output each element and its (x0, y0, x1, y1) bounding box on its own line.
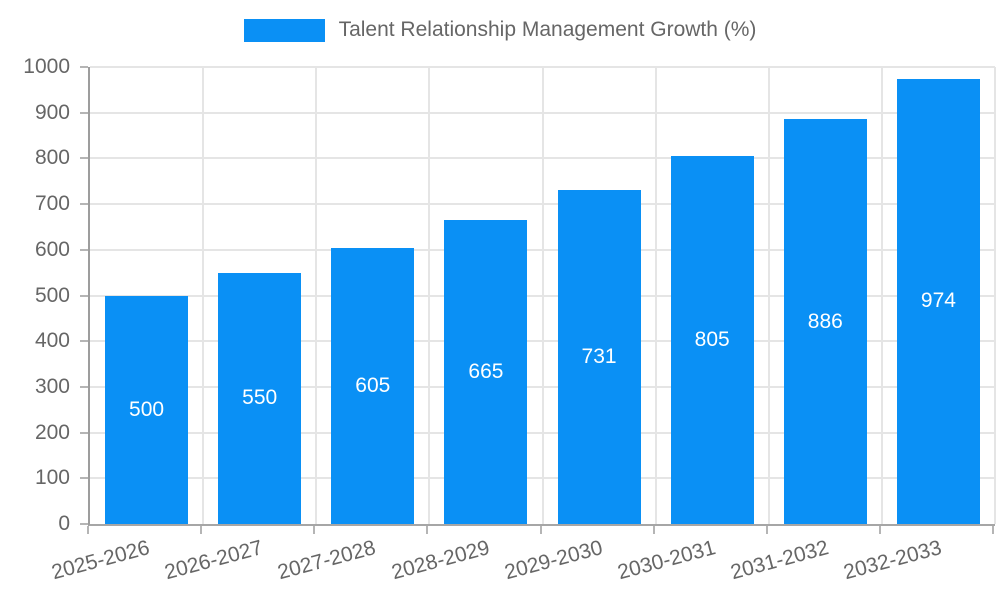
x-tick-label: 2025-2026 (49, 536, 153, 585)
bar-value-label: 550 (242, 386, 278, 410)
y-tick-label: 500 (34, 283, 70, 307)
y-tick (80, 523, 88, 525)
x-tick (539, 526, 542, 534)
x-tick-label: 2026-2027 (162, 536, 266, 585)
x-tick (652, 526, 655, 534)
legend-label: Talent Relationship Management Growth (%… (338, 18, 757, 41)
bar-value-label: 974 (920, 289, 956, 313)
x-tick (878, 526, 881, 534)
x-tick-label: 2028-2029 (388, 536, 492, 585)
bar: 731 (557, 189, 641, 524)
v-gridline (428, 67, 431, 524)
bar: 665 (444, 220, 528, 524)
y-tick (80, 294, 88, 297)
v-gridline (880, 67, 883, 524)
y-tick (80, 248, 88, 251)
y-tick (80, 111, 88, 114)
plot-area: 500 550 605 665 731 805 886 974 (88, 66, 996, 526)
y-tick (80, 385, 88, 388)
bar-value-label: 500 (129, 397, 165, 421)
y-tick (80, 477, 88, 480)
y-tick-label: 400 (34, 329, 70, 353)
bar-value-label: 605 (355, 373, 391, 397)
x-tick (87, 526, 89, 534)
v-gridline (994, 67, 996, 524)
bar-value-label: 805 (694, 328, 730, 352)
bar: 605 (331, 247, 415, 524)
v-gridline (654, 67, 657, 524)
bar: 974 (896, 78, 980, 524)
x-tick-label: 2030-2031 (614, 536, 718, 585)
y-tick (80, 66, 88, 68)
x-tick-label: 2027-2028 (275, 536, 379, 585)
bar: 886 (783, 119, 867, 524)
y-tick-label: 200 (34, 420, 70, 444)
x-tick (426, 526, 429, 534)
y-tick-label: 900 (34, 100, 70, 124)
legend-swatch (243, 18, 325, 42)
x-tick-label: 2029-2030 (501, 536, 605, 585)
y-tick-label: 300 (34, 374, 70, 398)
y-tick-label: 700 (34, 192, 70, 216)
bar: 500 (105, 295, 189, 524)
bar-value-label: 731 (581, 344, 617, 368)
y-tick (80, 203, 88, 206)
y-tick-label: 0 (58, 512, 70, 535)
x-tick (992, 526, 994, 534)
bar: 550 (218, 272, 302, 524)
v-gridline (541, 67, 544, 524)
bar-value-label: 886 (807, 309, 843, 333)
x-tick (313, 526, 316, 534)
x-tick-label: 2032-2033 (841, 536, 945, 585)
y-tick-label: 100 (34, 466, 70, 490)
x-tick (200, 526, 203, 534)
y-tick-label: 1000 (23, 55, 70, 78)
x-tick-label: 2031-2032 (728, 536, 832, 585)
x-tick (765, 526, 768, 534)
bar: 805 (670, 156, 754, 524)
bar-value-label: 665 (468, 360, 504, 384)
y-tick (80, 157, 88, 160)
v-gridline (315, 67, 318, 524)
chart-legend: Talent Relationship Management Growth (%… (0, 18, 1000, 42)
y-tick (80, 340, 88, 343)
v-gridline (767, 67, 770, 524)
y-tick-label: 800 (34, 146, 70, 170)
v-gridline (202, 67, 205, 524)
y-tick-label: 600 (34, 237, 70, 261)
y-tick (80, 431, 88, 434)
